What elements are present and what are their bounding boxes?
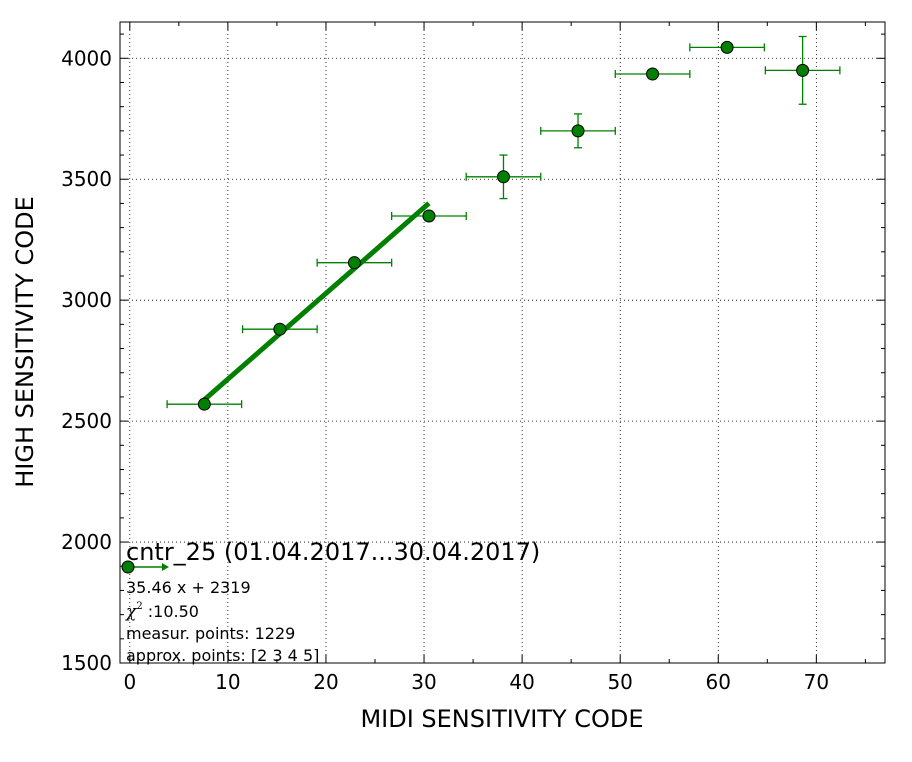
data-point bbox=[197, 397, 211, 411]
major-ticks bbox=[120, 22, 885, 664]
legend-arrow-head bbox=[162, 563, 169, 571]
legend-marker bbox=[121, 560, 169, 574]
minor-ticks bbox=[120, 22, 885, 663]
data-point bbox=[496, 170, 510, 184]
fit-line bbox=[202, 201, 431, 402]
annotation-equation: 35.46 x + 2319 bbox=[126, 578, 251, 597]
data-point bbox=[646, 67, 660, 81]
x-tick-label: 20 bbox=[313, 670, 338, 694]
data-point bbox=[422, 209, 436, 223]
x-tick-label: 60 bbox=[706, 670, 731, 694]
x-tick-label: 50 bbox=[607, 670, 632, 694]
y-tick-labels: 1500 2000 2500 3000 3500 4000 bbox=[61, 46, 112, 675]
x-tick-label: 30 bbox=[411, 670, 436, 694]
x-tick-label: 70 bbox=[804, 670, 829, 694]
chi-superscript: 2 bbox=[136, 601, 142, 612]
data-point bbox=[273, 322, 287, 336]
data-point bbox=[796, 63, 810, 77]
data-point bbox=[720, 40, 734, 54]
y-tick-label: 2500 bbox=[61, 409, 112, 433]
annotation-approx: approx. points: [2 3 4 5] bbox=[126, 646, 319, 665]
y-axis-title: HIGH SENSITIVITY CODE bbox=[11, 196, 39, 488]
y-tick-label: 2000 bbox=[61, 530, 112, 554]
y-tick-label: 4000 bbox=[61, 46, 112, 70]
annotation-title: cntr_25 (01.04.2017...30.04.2017) bbox=[126, 538, 540, 566]
annotation-measur: measur. points: 1229 bbox=[126, 624, 295, 643]
y-tick-label: 1500 bbox=[61, 651, 112, 675]
data-point bbox=[571, 124, 585, 138]
legend-dot bbox=[121, 560, 135, 574]
annotation-chi: χ2 :10.50 bbox=[125, 601, 199, 622]
data-point bbox=[347, 256, 361, 270]
x-tick-labels: 0 10 20 30 40 50 60 70 bbox=[123, 670, 829, 694]
y-tick-label: 3500 bbox=[61, 167, 112, 191]
chi-value: :10.50 bbox=[143, 602, 199, 621]
grid bbox=[120, 22, 885, 663]
y-tick-label: 3000 bbox=[61, 288, 112, 312]
x-tick-label: 40 bbox=[509, 670, 534, 694]
errorbars bbox=[166, 35, 841, 409]
data-markers bbox=[197, 40, 810, 411]
plot-frame bbox=[119, 21, 886, 664]
chi-symbol: χ bbox=[125, 602, 138, 622]
x-tick-label: 10 bbox=[215, 670, 240, 694]
annotation: cntr_25 (01.04.2017...30.04.2017) 35.46 … bbox=[121, 538, 540, 665]
x-axis-title: MIDI SENSITIVITY CODE bbox=[360, 705, 643, 733]
x-tick-label: 0 bbox=[123, 670, 136, 694]
